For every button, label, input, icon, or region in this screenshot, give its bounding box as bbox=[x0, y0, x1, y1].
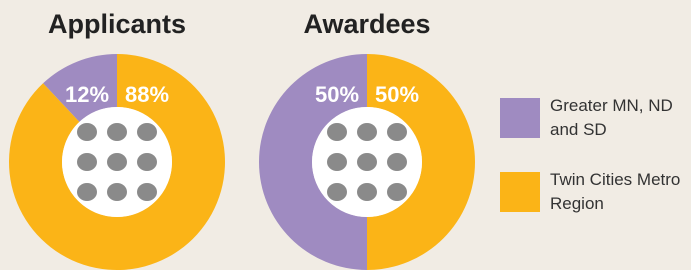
pattern-motif bbox=[357, 183, 377, 201]
data-label: 12% bbox=[65, 82, 109, 107]
legend-label: Greater MN, ND and SD bbox=[550, 94, 690, 142]
page: Applicants 12% 88% Awardees 50% 50% Greater M… bbox=[0, 0, 691, 270]
pattern-motif bbox=[137, 153, 157, 171]
pattern-motif bbox=[357, 153, 377, 171]
legend-item: Greater MN, ND and SD bbox=[500, 98, 690, 142]
legend-label: Twin Cities Metro Region bbox=[550, 168, 690, 216]
pattern-motif bbox=[77, 153, 97, 171]
legend-item: Twin Cities Metro Region bbox=[500, 172, 690, 216]
pattern-motif bbox=[327, 153, 347, 171]
pattern-motif bbox=[137, 183, 157, 201]
pattern-motif bbox=[77, 183, 97, 201]
chart-title: Applicants bbox=[48, 9, 186, 39]
pattern-motif bbox=[77, 123, 97, 141]
pattern-motif bbox=[387, 153, 407, 171]
pattern-motif bbox=[107, 183, 127, 201]
legend-swatch bbox=[500, 172, 540, 212]
data-label: 88% bbox=[125, 82, 169, 107]
pattern-motif bbox=[387, 123, 407, 141]
pattern-motif bbox=[387, 183, 407, 201]
pattern-motif bbox=[327, 123, 347, 141]
pattern-motif bbox=[107, 123, 127, 141]
pattern-motif bbox=[137, 123, 157, 141]
pattern-motif bbox=[357, 123, 377, 141]
pattern-motif bbox=[327, 183, 347, 201]
data-label: 50% bbox=[375, 82, 419, 107]
data-label: 50% bbox=[315, 82, 359, 107]
chart-title: Awardees bbox=[303, 9, 430, 39]
pattern-motif bbox=[107, 153, 127, 171]
legend-swatch bbox=[500, 98, 540, 138]
